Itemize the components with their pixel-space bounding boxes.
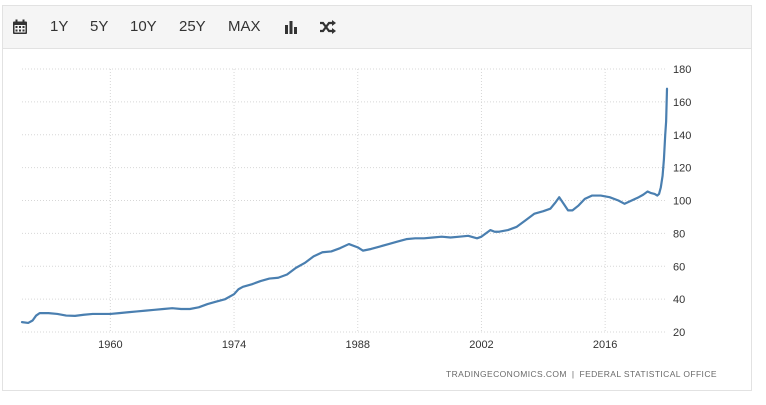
x-tick-label: 2016 (593, 339, 617, 351)
y-tick-label: 100 (673, 196, 691, 208)
y-tick-label: 160 (673, 97, 691, 109)
x-tick-label: 2002 (469, 339, 493, 351)
y-tick-label: 180 (673, 64, 691, 76)
y-tick-label: 80 (673, 228, 685, 240)
y-tick-label: 20 (673, 327, 685, 339)
y-tick-label: 120 (673, 163, 691, 175)
y-tick-label: 60 (673, 261, 685, 273)
shuffle-icon[interactable] (319, 19, 336, 35)
range-max-button[interactable]: MAX (228, 18, 261, 35)
chart-toolbar: 1Y 5Y 10Y 25Y MAX (3, 6, 751, 49)
bar-chart-icon[interactable] (283, 19, 299, 35)
grid (22, 68, 667, 333)
range-10y-button[interactable]: 10Y (130, 18, 157, 35)
range-1y-button[interactable]: 1Y (50, 18, 69, 35)
y-tick-label: 140 (673, 130, 691, 142)
source-provider-link[interactable]: FEDERAL STATISTICAL OFFICE (579, 369, 717, 379)
calendar-icon[interactable] (12, 19, 28, 35)
range-25y-button[interactable]: 25Y (179, 18, 206, 35)
source-site-link[interactable]: TRADINGECONOMICS.COM (446, 369, 567, 379)
axis-tick-labels: 20 40 60 80 100 120 140 160 180 1960 1974 1988 2002 2… (98, 64, 691, 351)
x-tick-label: 1960 (98, 339, 122, 351)
source-attribution: TRADINGECONOMICS.COM | FEDERAL STATISTICAL… (446, 369, 717, 379)
series-line (20, 87, 669, 325)
x-tick-label: 1974 (222, 339, 246, 351)
source-separator: | (571, 369, 575, 379)
y-tick-label: 40 (673, 294, 685, 306)
range-5y-button[interactable]: 5Y (90, 18, 109, 35)
x-tick-label: 1988 (346, 339, 370, 351)
